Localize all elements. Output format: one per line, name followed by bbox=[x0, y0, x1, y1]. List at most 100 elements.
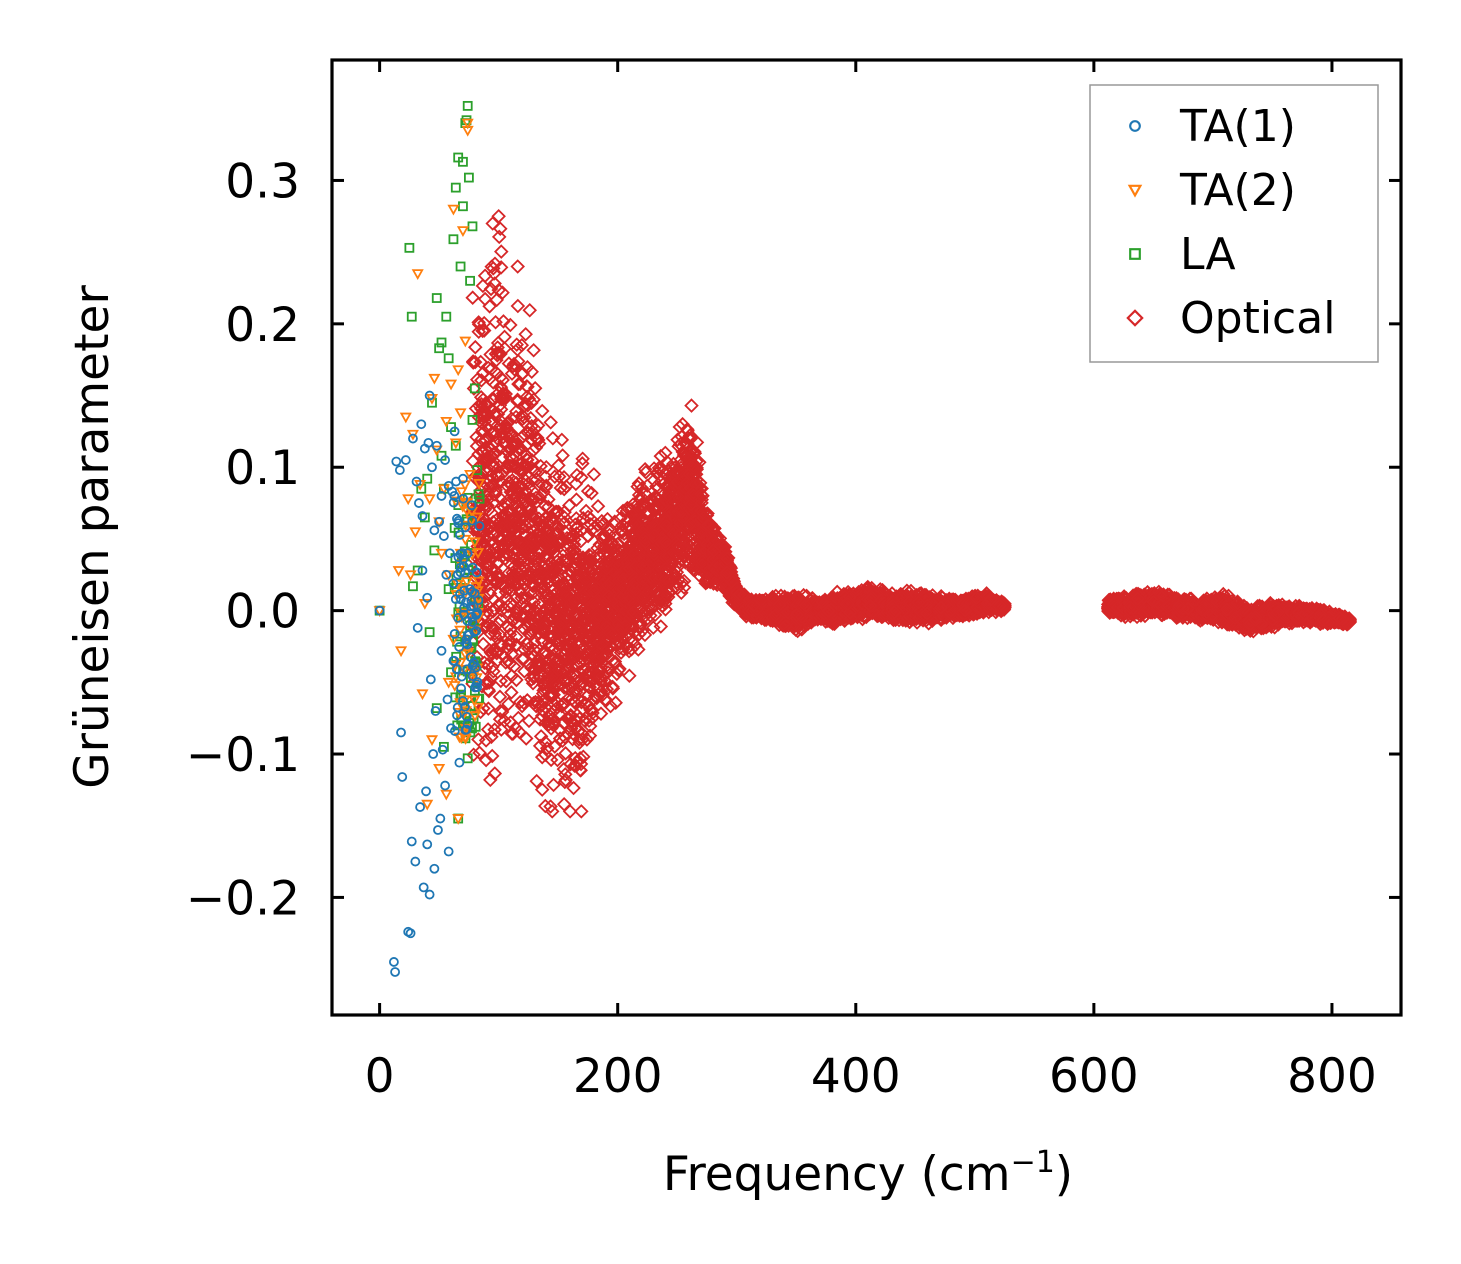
optical-point bbox=[547, 469, 563, 484]
optical-point bbox=[574, 804, 589, 819]
optical-point bbox=[505, 450, 520, 466]
optical-point bbox=[547, 739, 563, 754]
optical-point bbox=[500, 598, 516, 614]
optical-point bbox=[542, 512, 558, 527]
optical-point bbox=[543, 721, 559, 736]
optical-point bbox=[511, 565, 527, 580]
optical-point bbox=[494, 492, 509, 508]
optical-point bbox=[517, 600, 532, 616]
optical-point bbox=[469, 429, 484, 445]
optical-point bbox=[695, 488, 710, 504]
optical-point bbox=[517, 590, 532, 605]
optical-point bbox=[634, 623, 650, 639]
optical-point bbox=[625, 508, 640, 523]
optical-point bbox=[603, 698, 618, 714]
optical-point bbox=[609, 666, 625, 682]
optical-point bbox=[567, 750, 583, 766]
optical-point bbox=[566, 693, 582, 709]
optical-point bbox=[516, 414, 532, 430]
optical-point bbox=[685, 460, 701, 476]
optical-point bbox=[674, 585, 689, 600]
optical-point bbox=[563, 597, 578, 613]
optical-point bbox=[577, 566, 592, 582]
optical-point bbox=[527, 643, 543, 658]
optical-point bbox=[622, 668, 637, 684]
optical-point bbox=[583, 511, 599, 527]
optical-point bbox=[535, 477, 551, 493]
optical-point bbox=[517, 398, 533, 414]
optical-point bbox=[527, 635, 542, 651]
optical-point bbox=[648, 502, 664, 518]
optical-point bbox=[496, 314, 511, 329]
optical-point bbox=[529, 773, 544, 789]
optical-point bbox=[533, 729, 549, 744]
optical-point bbox=[637, 627, 653, 643]
optical-point bbox=[601, 589, 617, 604]
optical-point bbox=[545, 711, 561, 726]
optical-point bbox=[539, 538, 555, 554]
optical-point bbox=[516, 576, 531, 591]
optical-point bbox=[520, 538, 535, 554]
optical-point bbox=[611, 569, 627, 585]
optical-point bbox=[541, 688, 556, 704]
optical-point bbox=[581, 713, 597, 729]
optical-point bbox=[550, 752, 565, 768]
optical-point bbox=[476, 315, 492, 331]
optical-point bbox=[556, 716, 572, 731]
optical-point bbox=[569, 546, 584, 561]
optical-point bbox=[647, 607, 663, 623]
optical-point bbox=[481, 701, 496, 716]
optical-point bbox=[503, 478, 519, 493]
optical-point bbox=[671, 541, 686, 556]
optical-point bbox=[612, 640, 627, 656]
optical-point bbox=[635, 572, 651, 588]
optical-point bbox=[512, 694, 528, 710]
optical-point bbox=[575, 701, 591, 717]
optical-point bbox=[528, 599, 543, 615]
optical-point bbox=[566, 647, 581, 662]
optical-point bbox=[484, 259, 499, 274]
optical-point bbox=[554, 432, 570, 448]
data-markers bbox=[373, 100, 1358, 977]
optical-point bbox=[486, 266, 502, 281]
optical-point bbox=[683, 516, 698, 532]
optical-point bbox=[664, 583, 680, 598]
series-optical bbox=[465, 209, 1358, 819]
optical-point bbox=[481, 502, 496, 518]
optical-point bbox=[683, 443, 699, 458]
optical-point bbox=[484, 619, 500, 635]
optical-point bbox=[481, 683, 497, 699]
optical-point bbox=[648, 500, 664, 516]
optical-point bbox=[484, 659, 500, 675]
optical-point bbox=[474, 396, 489, 412]
optical-point bbox=[566, 667, 582, 683]
optical-point bbox=[515, 535, 531, 551]
optical-point bbox=[635, 590, 651, 606]
optical-point bbox=[572, 762, 588, 778]
optical-point bbox=[558, 746, 573, 761]
optical-point bbox=[541, 492, 556, 507]
optical-point bbox=[546, 687, 562, 703]
optical-point bbox=[545, 430, 561, 446]
optical-point bbox=[465, 354, 481, 369]
optical-point bbox=[569, 656, 584, 672]
optical-point bbox=[504, 685, 519, 700]
optical-point bbox=[552, 534, 568, 549]
optical-point bbox=[551, 504, 566, 520]
optical-point bbox=[670, 580, 685, 596]
optical-point bbox=[490, 406, 506, 422]
optical-point bbox=[553, 480, 569, 496]
optical-point bbox=[466, 381, 482, 396]
optical-point bbox=[558, 772, 573, 788]
optical-point bbox=[480, 498, 495, 514]
optical-point bbox=[489, 352, 504, 368]
optical-point bbox=[505, 613, 520, 629]
optical-point bbox=[575, 451, 590, 467]
optical-point bbox=[509, 337, 524, 352]
optical-point bbox=[555, 696, 571, 711]
optical-point bbox=[482, 553, 498, 568]
optical-point bbox=[538, 798, 553, 814]
optical-point bbox=[563, 654, 579, 669]
optical-point bbox=[580, 483, 596, 499]
optical-point bbox=[527, 380, 543, 396]
